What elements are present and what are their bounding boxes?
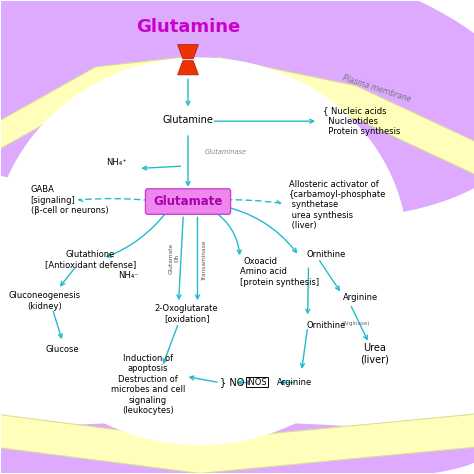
Text: Arginine: Arginine bbox=[343, 292, 378, 301]
Text: NH₄⁺: NH₄⁺ bbox=[106, 158, 127, 167]
Text: Allosteric activator of
{carbamoyl-phosphate
 synthetase
 urea synthesis
 (liver: Allosteric activator of {carbamoyl-phosp… bbox=[289, 180, 386, 230]
Text: Glutamine: Glutamine bbox=[136, 18, 240, 36]
Polygon shape bbox=[178, 45, 199, 59]
Text: Ornithine: Ornithine bbox=[306, 321, 346, 330]
Text: Glutamine: Glutamine bbox=[163, 115, 213, 125]
Polygon shape bbox=[178, 61, 199, 75]
FancyBboxPatch shape bbox=[146, 189, 230, 214]
Text: Glucose: Glucose bbox=[46, 345, 80, 354]
Text: Ornithine: Ornithine bbox=[306, 250, 346, 259]
Text: iNOS: iNOS bbox=[246, 378, 267, 387]
Text: GABA
[signaling]
(β-cell or neurons): GABA [signaling] (β-cell or neurons) bbox=[31, 185, 108, 215]
Polygon shape bbox=[0, 412, 474, 474]
Text: Induction of
apoptosis
Destruction of
microbes and cell
signaling
(leukocytes): Induction of apoptosis Destruction of mi… bbox=[110, 354, 185, 415]
Text: Glutaminase: Glutaminase bbox=[205, 149, 246, 155]
Text: Gluconeogenesis
(kidney): Gluconeogenesis (kidney) bbox=[9, 291, 81, 310]
Text: Glutamate
Dh: Glutamate Dh bbox=[168, 243, 179, 274]
Ellipse shape bbox=[0, 421, 474, 474]
Text: NH₄⁻: NH₄⁻ bbox=[118, 271, 138, 280]
Text: (Arginase): (Arginase) bbox=[342, 320, 370, 326]
Text: Amino acid
[protein synthesis]: Amino acid [protein synthesis] bbox=[240, 267, 319, 287]
Ellipse shape bbox=[0, 57, 408, 445]
Text: Urea
(liver): Urea (liver) bbox=[360, 343, 389, 365]
Ellipse shape bbox=[0, 0, 474, 220]
Text: { Nucleic acids
  Nucleotides
  Protein synthesis: { Nucleic acids Nucleotides Protein synt… bbox=[323, 106, 400, 136]
Text: Glutamate: Glutamate bbox=[153, 195, 223, 208]
Text: Oxoacid: Oxoacid bbox=[243, 257, 277, 266]
Ellipse shape bbox=[0, 59, 96, 178]
Text: Plasma membrane: Plasma membrane bbox=[342, 73, 412, 104]
Text: 2-Oxoglutarate
[oxidation]: 2-Oxoglutarate [oxidation] bbox=[155, 304, 219, 323]
Text: Arginine: Arginine bbox=[277, 378, 312, 387]
Text: } NO: } NO bbox=[219, 377, 244, 387]
Text: Glutathione
[Antioxidant defense]: Glutathione [Antioxidant defense] bbox=[45, 250, 136, 269]
Polygon shape bbox=[0, 57, 474, 185]
Text: Transaminase: Transaminase bbox=[202, 240, 207, 281]
